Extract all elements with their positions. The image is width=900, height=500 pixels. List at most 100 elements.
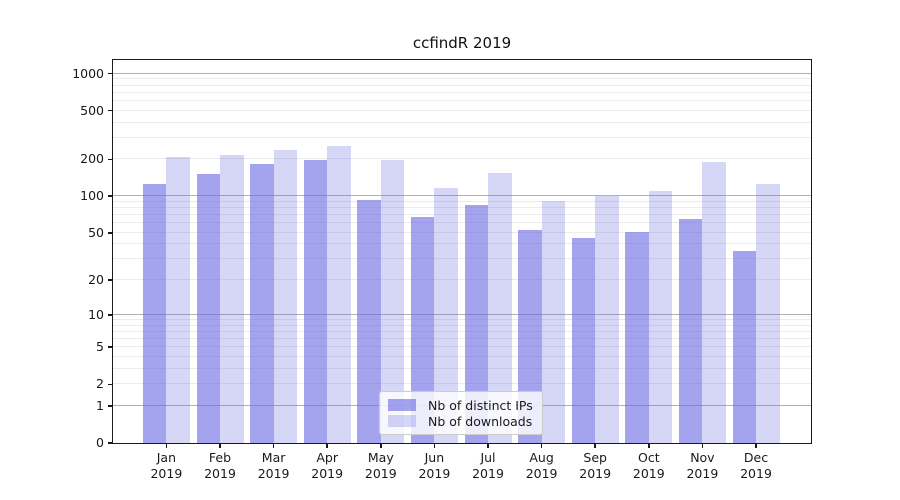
- y-tick-label-10: 10: [88, 306, 104, 322]
- bar-downloads-nov: [702, 162, 726, 443]
- bar-distinct-ips-may: [357, 200, 381, 443]
- gridline-10: [113, 313, 811, 315]
- gridline-200: [113, 158, 811, 160]
- x-tick-label-jan: Jan 2019: [150, 450, 183, 482]
- gridline-400: [113, 121, 811, 123]
- y-tick-mark-1000: [108, 72, 113, 75]
- gridline-800: [113, 84, 811, 86]
- gridline-700: [113, 91, 811, 93]
- y-tick-label-20: 20: [88, 272, 104, 288]
- gridline-9: [113, 318, 811, 320]
- bar-downloads-sep: [595, 196, 619, 443]
- x-tick-mark-aug: [540, 443, 543, 448]
- y-tick-mark-200: [108, 158, 113, 161]
- y-tick-mark-50: [108, 232, 113, 234]
- x-tick-mark-jan: [165, 443, 168, 448]
- gridline-500: [113, 109, 811, 111]
- bar-downloads-mar: [273, 149, 298, 443]
- bar-distinct-ips-aug: [518, 229, 542, 443]
- bar-distinct-ips-feb: [196, 174, 220, 443]
- x-tick-mark-jul: [487, 443, 489, 448]
- legend-swatch-downloads: [388, 415, 416, 427]
- x-tick-mark-mar: [272, 443, 275, 448]
- bar-downloads-jun: [434, 187, 458, 443]
- y-tick-label-50: 50: [88, 224, 104, 240]
- y-tick-label-0: 0: [96, 435, 104, 450]
- y-tick-mark-100: [108, 195, 113, 197]
- x-tick-mark-dec: [755, 443, 757, 448]
- gridline-1000: [113, 72, 811, 74]
- legend: Nb of distinct IPs Nb of downloads: [379, 391, 543, 435]
- x-tick-mark-feb: [219, 443, 221, 448]
- bar-downloads-aug: [541, 201, 566, 443]
- gridline-4: [113, 355, 811, 357]
- gridline-90: [113, 200, 811, 202]
- x-tick-mark-sep: [594, 443, 596, 448]
- y-tick-mark-0: [108, 442, 113, 444]
- bar-downloads-dec: [756, 184, 780, 443]
- y-tick-label-100: 100: [80, 188, 104, 204]
- bar-downloads-jul: [488, 173, 512, 443]
- bar-distinct-ips-sep: [571, 238, 596, 443]
- bar-distinct-ips-mar: [250, 163, 274, 443]
- bar-distinct-ips-jul: [464, 204, 488, 443]
- gridline-600: [113, 99, 811, 101]
- x-tick-label-dec: Dec 2019: [740, 450, 772, 482]
- legend-item-distinct-ips: Nb of distinct IPs: [388, 397, 534, 413]
- x-tick-label-jul: Jul 2019: [472, 450, 504, 482]
- gridline-2: [113, 383, 811, 385]
- gridline-3: [113, 367, 811, 369]
- legend-swatch-distinct-ips: [388, 399, 416, 411]
- gridline-100: [113, 195, 811, 197]
- y-tick-label-200: 200: [80, 151, 104, 167]
- bar-downloads-feb: [220, 155, 244, 443]
- gridline-900: [113, 78, 811, 80]
- bar-distinct-ips-dec: [732, 251, 756, 443]
- y-tick-mark-500: [108, 109, 113, 112]
- bar-distinct-ips-oct: [625, 231, 649, 443]
- y-tick-label-500: 500: [80, 102, 104, 118]
- gridline-5: [113, 346, 811, 348]
- y-tick-label-5: 5: [96, 339, 104, 355]
- x-tick-mark-oct: [648, 443, 650, 448]
- x-tick-label-oct: Oct 2019: [632, 450, 665, 482]
- bar-distinct-ips-apr: [303, 160, 328, 443]
- gridline-40: [113, 243, 811, 245]
- gridline-30: [113, 258, 811, 260]
- x-tick-label-aug: Aug 2019: [525, 450, 558, 482]
- y-tick-label-2: 2: [96, 376, 104, 392]
- gridline-70: [113, 214, 811, 216]
- bar-downloads-may: [380, 160, 405, 443]
- gridline-50: [113, 231, 811, 233]
- x-tick-mark-jun: [433, 443, 436, 448]
- y-tick-mark-5: [108, 346, 113, 348]
- legend-label-distinct-ips: Nb of distinct IPs: [428, 397, 533, 413]
- bar-distinct-ips-nov: [678, 219, 703, 443]
- x-tick-label-jun: Jun 2019: [418, 450, 451, 482]
- plot-area: Nb of distinct IPs Nb of downloads: [113, 60, 811, 443]
- x-tick-mark-may: [380, 443, 382, 448]
- gridline-7: [113, 330, 811, 332]
- y-tick-mark-10: [108, 314, 113, 316]
- bar-downloads-apr: [327, 146, 351, 443]
- legend-item-downloads: Nb of downloads: [388, 413, 534, 429]
- y-tick-label-1: 1: [96, 397, 104, 413]
- gridline-300: [113, 136, 811, 138]
- gridline-20: [113, 279, 811, 281]
- x-tick-label-mar: Mar 2019: [257, 450, 290, 482]
- gridline-8: [113, 324, 811, 326]
- bar-downloads-oct: [648, 191, 673, 443]
- y-tick-label-1000: 1000: [72, 65, 104, 81]
- bar-distinct-ips-jun: [410, 217, 435, 443]
- gridline-60: [113, 222, 811, 224]
- x-tick-label-sep: Sep 2019: [579, 450, 612, 482]
- gridline-6: [113, 337, 811, 339]
- y-tick-mark-1: [108, 405, 113, 407]
- x-tick-label-feb: Feb 2019: [204, 450, 236, 482]
- gridline-80: [113, 207, 811, 209]
- y-tick-mark-20: [108, 279, 113, 281]
- legend-label-downloads: Nb of downloads: [428, 413, 533, 429]
- x-tick-mark-nov: [701, 443, 704, 448]
- chart-title: ccfindR 2019: [412, 34, 512, 52]
